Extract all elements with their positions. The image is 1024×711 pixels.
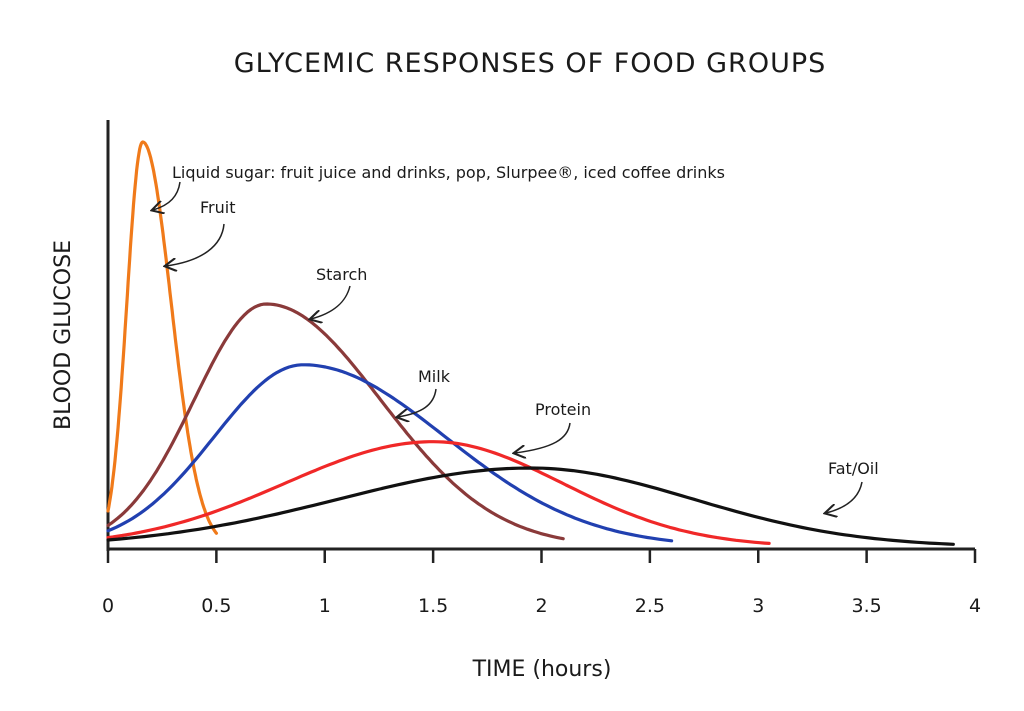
x-axis-title: TIME (hours): [472, 657, 612, 682]
annotation-fruit: Fruit: [200, 198, 235, 217]
series-line-protein: [106, 440, 771, 546]
arrow-starch: [311, 285, 351, 319]
arrow-liquid-sugar: [153, 181, 181, 210]
x-tick-label: 1.5: [418, 595, 448, 617]
chart-title: GLYCEMIC RESPONSES OF FOOD GROUPS: [234, 48, 827, 79]
series-line-fat-oil: [106, 466, 955, 546]
annotation-liquid-sugar: Liquid sugar: fruit juice and drinks, po…: [172, 163, 725, 182]
arrow-fat-oil: [826, 481, 863, 513]
annotation-protein: Protein: [535, 400, 591, 419]
x-axis-ticks: 0 0.5 1 1.5 2 2.5 3 3.5 4: [102, 549, 981, 617]
annotation-starch: Starch: [316, 265, 367, 284]
x-tick-label: 0: [102, 595, 114, 617]
x-tick-label: 3.5: [852, 595, 882, 617]
x-tick-label: 3: [752, 595, 764, 617]
x-tick-label: 2.5: [635, 595, 665, 617]
x-tick-label: 1: [319, 595, 331, 617]
series-line-milk: [106, 363, 674, 543]
arrow-milk: [398, 388, 437, 417]
arrow-fruit: [166, 223, 225, 266]
x-tick-label: 4: [969, 595, 981, 617]
x-tick-label: 2: [535, 595, 547, 617]
y-axis-title: BLOOD GLUCOSE: [51, 240, 76, 430]
annotation-fat-oil: Fat/Oil: [828, 459, 879, 478]
arrow-protein: [515, 422, 571, 453]
x-tick-label: 0.5: [201, 595, 231, 617]
series-line-starch: [106, 302, 565, 541]
series-line-fruit: [106, 140, 218, 535]
annotation-milk: Milk: [418, 367, 451, 386]
series-curves: [106, 140, 955, 546]
